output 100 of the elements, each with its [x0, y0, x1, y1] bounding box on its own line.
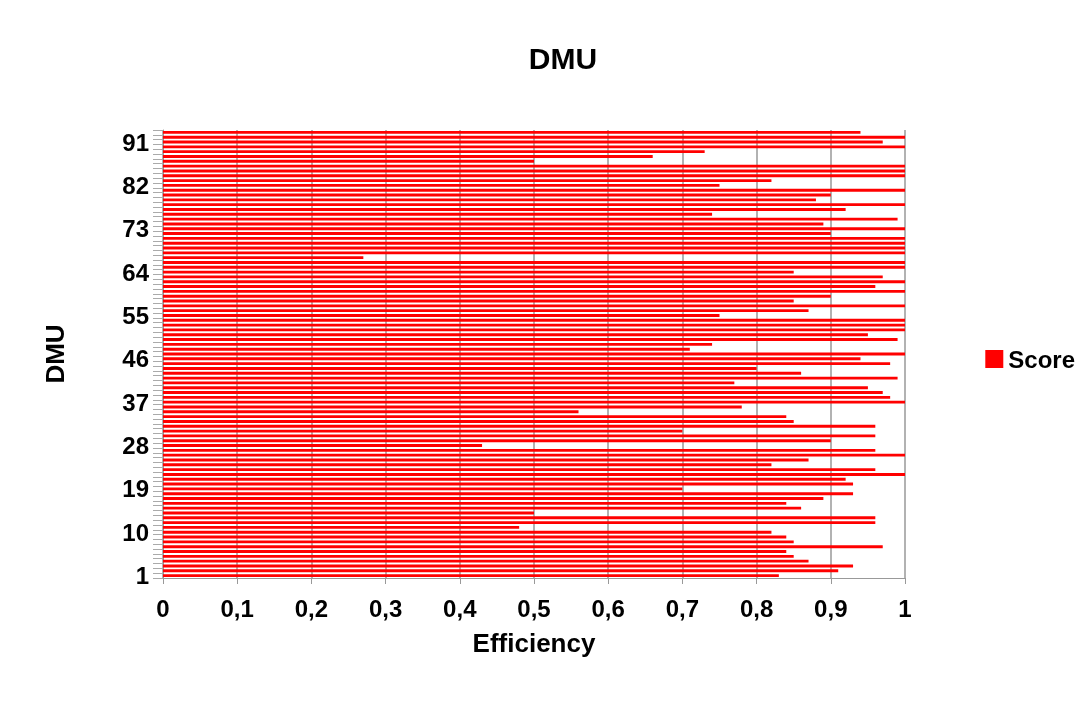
- bar: [163, 357, 861, 361]
- bar: [163, 333, 868, 337]
- bar: [163, 342, 713, 346]
- bar: [163, 304, 905, 308]
- bar: [163, 159, 534, 163]
- x-tick-label: 1: [898, 594, 912, 622]
- bar: [163, 482, 854, 486]
- x-tick-label: 0,4: [443, 594, 478, 622]
- bar: [163, 530, 772, 534]
- bar: [163, 574, 779, 578]
- bar: [163, 376, 898, 380]
- x-tick-label: 0,6: [591, 594, 625, 622]
- y-tick-label: 64: [122, 258, 150, 286]
- bar: [163, 164, 905, 168]
- y-tick-label: 1: [135, 562, 149, 590]
- bar: [163, 183, 720, 187]
- bar: [163, 453, 905, 457]
- bar: [163, 410, 579, 414]
- bar: [163, 155, 653, 158]
- bar: [163, 318, 905, 322]
- y-tick-label: 82: [122, 171, 149, 199]
- bar: [163, 275, 883, 279]
- bar: [163, 217, 898, 221]
- bar: [163, 448, 876, 452]
- bar: [163, 386, 868, 390]
- bar: [163, 338, 898, 341]
- y-tick-label: 91: [122, 128, 149, 156]
- y-tick-label: 55: [122, 301, 149, 329]
- bar: [163, 323, 905, 327]
- bar: [163, 198, 816, 202]
- bar: [163, 261, 905, 264]
- bar: [163, 265, 905, 269]
- bar: [163, 145, 905, 149]
- x-tick-label: 0,7: [665, 594, 700, 622]
- bar: [163, 150, 705, 154]
- y-tick-label: 73: [122, 215, 149, 243]
- bar: [163, 294, 831, 298]
- bar: [163, 400, 905, 404]
- x-tick-label: 0,9: [814, 594, 848, 622]
- bar: [163, 569, 839, 573]
- bar: [163, 203, 905, 207]
- bar: [163, 251, 905, 255]
- bar: [163, 415, 787, 419]
- bar: [163, 506, 802, 510]
- bar: [163, 227, 905, 231]
- bar: [163, 540, 794, 544]
- x-tick-label: 0,8: [739, 594, 774, 622]
- bar: [163, 550, 787, 553]
- bar: [163, 174, 905, 178]
- bar: [163, 371, 802, 375]
- y-axis-title: DMU: [40, 324, 70, 384]
- chart-title: DMU: [528, 41, 598, 75]
- bar: [163, 362, 891, 366]
- bar: [163, 395, 891, 399]
- y-tick-label: 19: [122, 475, 149, 503]
- x-tick-label: 0,5: [517, 594, 551, 622]
- y-tick-label: 28: [122, 432, 149, 460]
- bar: [163, 256, 364, 260]
- bar: [163, 434, 876, 438]
- y-tick-label: 10: [122, 518, 149, 546]
- bar: [163, 472, 905, 476]
- bar: [163, 391, 883, 394]
- legend-label: Score: [1008, 345, 1075, 373]
- bar: [163, 444, 483, 447]
- bar: [163, 477, 846, 481]
- bar: [163, 309, 809, 313]
- bar: [163, 232, 831, 236]
- bar: [163, 367, 757, 370]
- y-tick-label: 37: [122, 388, 149, 416]
- bar: [163, 521, 876, 525]
- bar: [163, 439, 831, 443]
- bar: [163, 559, 809, 563]
- bar: [163, 289, 905, 293]
- bar: [163, 280, 905, 284]
- bar: [163, 525, 520, 529]
- bar: [163, 130, 861, 134]
- x-axis-title: Efficiency: [472, 628, 596, 658]
- bar: [163, 420, 794, 423]
- bar: [163, 501, 787, 505]
- bar: [163, 285, 876, 288]
- bar: [163, 135, 905, 139]
- x-tick-label: 0,1: [220, 594, 254, 622]
- y-tick-label: 46: [122, 345, 149, 373]
- bar: [163, 468, 876, 472]
- x-tick-label: 0,3: [368, 594, 403, 622]
- bar: [163, 236, 905, 240]
- bar: [163, 347, 690, 351]
- bar: [163, 188, 905, 192]
- bar: [163, 497, 824, 500]
- bar: [163, 516, 876, 520]
- bar: [163, 314, 720, 317]
- bar: [163, 545, 883, 549]
- bar: [163, 212, 713, 216]
- bar: [163, 179, 772, 183]
- bar: [163, 241, 905, 245]
- bar: [163, 554, 794, 558]
- bar: [163, 208, 846, 211]
- bar: [163, 328, 905, 332]
- bar: [163, 463, 772, 467]
- x-tick-label: 0: [156, 594, 170, 622]
